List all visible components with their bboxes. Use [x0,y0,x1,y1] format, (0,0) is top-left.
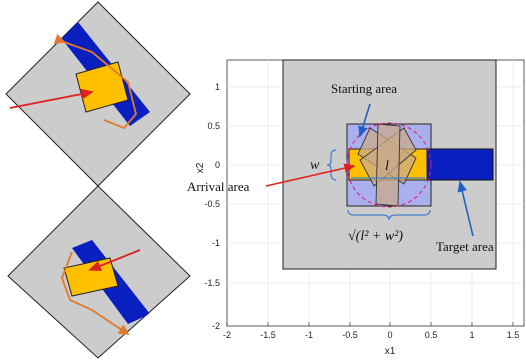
x-tick-label: 0 [387,330,392,340]
y-tick-label: -2 [212,321,220,331]
target-area-label: Target area [436,239,494,254]
target-area-arrow [457,180,474,237]
target-area-bar [425,148,494,181]
x-tick-label: -1 [305,330,313,340]
main-plot: Starting area Arrival area Target area w… [187,59,525,357]
y-tick-label: -1.5 [204,278,220,288]
y-tick-label: 0 [215,160,220,170]
x-tick-label: 0.5 [425,330,438,340]
inset-top-orange-path [53,33,137,130]
x-tick-label: -1.5 [260,330,276,340]
width-brace [326,149,337,181]
y-tick-label: 0.5 [207,121,220,131]
x-tick-marks [226,322,514,326]
x-tick-label: -2 [223,330,231,340]
inset-bottom-orange-path [61,251,130,335]
y-tick-labels: 1 0.5 0 -0.5 -1 -1.5 -2 [204,82,220,331]
w-label: w [310,158,320,173]
y-tick-label: -0.5 [204,199,220,209]
starting-area-arrow [358,103,371,138]
diagonal-brace [347,209,431,221]
y-tick-label: 1 [215,82,220,92]
inset-bottom-red-arrow [88,249,141,272]
inset-top [5,1,191,187]
x-tick-label: 1.5 [507,330,520,340]
y-axis-label: x2 [195,162,206,173]
bounding-circle [346,122,432,208]
x-axis-label: x1 [385,346,396,357]
arrival-area-label: Arrival area [187,179,250,194]
rotated-boxes [357,123,417,207]
inset-bottom [7,185,191,359]
x-tick-label: 1 [469,330,474,340]
inset-top-red-arrow [9,88,94,109]
diagonal-label: √(l² + w²) [348,229,403,244]
l-label: l [385,159,389,174]
starting-area-label: Starting area [331,81,397,96]
x-tick-label: -0.5 [342,330,358,340]
arrival-area-arrow [265,163,356,187]
x-tick-labels: -2 -1.5 -1 -0.5 0 0.5 1 1.5 [223,330,519,340]
y-tick-label: -1 [212,238,220,248]
